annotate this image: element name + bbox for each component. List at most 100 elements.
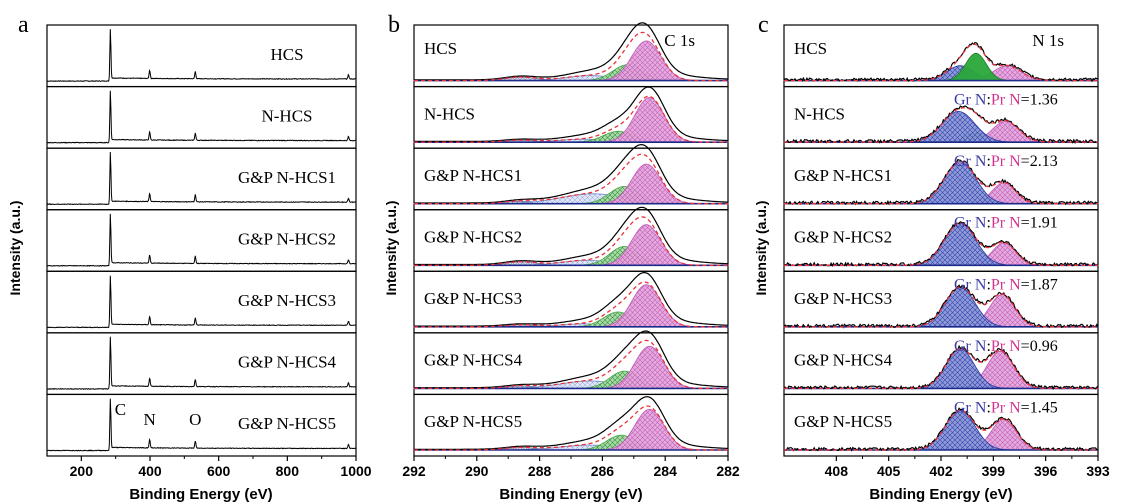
panel-b-subplots: HCS N-HCS G&P N-HCS1 G&P N-HCS2 G&P N-HCS3 G&… bbox=[413, 22, 729, 457]
gr-n-text: Gr N bbox=[954, 153, 987, 170]
fit-sum-line bbox=[784, 222, 1098, 266]
gr-n-text: Gr N bbox=[954, 338, 987, 355]
ratio-value: 1.45 bbox=[1030, 399, 1058, 416]
ratio-value: 1.87 bbox=[1030, 276, 1058, 293]
n-ratio-label: Gr N:Pr N=1.36 bbox=[954, 92, 1058, 109]
peak-element-label: C bbox=[115, 400, 126, 419]
subplot-sample-label: G&P N-HCS1 bbox=[794, 166, 892, 185]
fit-sum-line bbox=[784, 43, 1098, 82]
n-ratio-label: Gr N:Pr N=0.96 bbox=[954, 338, 1058, 355]
panel-c-y-label: Intensity (a.u.) bbox=[753, 201, 769, 296]
measured-spectrum-line bbox=[783, 158, 1099, 206]
fit-sum-line bbox=[414, 216, 728, 266]
x-tick-label: 600 bbox=[207, 463, 231, 479]
fit-sum-line bbox=[414, 153, 728, 205]
subplot-sample-label: G&P N-HCS3 bbox=[424, 289, 522, 308]
pr-n-text: Pr N bbox=[991, 276, 1021, 293]
measured-spectrum-line bbox=[414, 396, 728, 450]
x-tick-label: 402 bbox=[929, 463, 953, 479]
fit-sum-line bbox=[414, 31, 728, 82]
peak-element-label: N bbox=[144, 410, 156, 429]
x-tick-label: 400 bbox=[138, 463, 162, 479]
pr-n-text: Pr N bbox=[991, 153, 1021, 170]
panel-b-y-label: Intensity (a.u.) bbox=[383, 201, 399, 296]
subplot-sample-label: G&P N-HCS5 bbox=[424, 412, 522, 431]
ratio-equals: = bbox=[1021, 276, 1030, 293]
measured-spectrum-line bbox=[783, 221, 1099, 268]
n-ratio-label: Gr N:Pr N=1.87 bbox=[954, 276, 1058, 293]
measured-spectrum-line bbox=[414, 143, 729, 204]
ratio-separator: : bbox=[986, 338, 990, 355]
fit-sum-line bbox=[784, 107, 1098, 143]
subplot-frame bbox=[46, 24, 357, 88]
ratio-separator: : bbox=[986, 92, 990, 109]
fit-sum-line bbox=[414, 95, 728, 143]
panel-a-x-label: Binding Energy (eV) bbox=[129, 486, 272, 503]
measured-spectrum-line bbox=[414, 330, 729, 389]
gr-n-text: Gr N bbox=[954, 276, 987, 293]
panel-b-x-label: Binding Energy (eV) bbox=[499, 486, 642, 503]
measured-spectrum-line bbox=[414, 206, 728, 266]
x-tick-label: 1000 bbox=[340, 463, 371, 479]
x-tick-label: 405 bbox=[877, 463, 901, 479]
gr-n-text: Gr N bbox=[954, 92, 987, 109]
subplot-frame bbox=[46, 393, 357, 457]
n-ratio-label: Gr N:Pr N=1.91 bbox=[954, 215, 1058, 232]
subplot-sample-label: G&P N-HCS5 bbox=[794, 412, 892, 431]
panel-c-letter: c bbox=[758, 12, 769, 38]
fit-sum-line bbox=[784, 160, 1098, 205]
fit-component-peak bbox=[783, 65, 1099, 81]
panel-b-annotation: C 1s bbox=[664, 31, 695, 50]
subplot-sample-label: HCS bbox=[794, 39, 827, 58]
fit-sum-line bbox=[414, 405, 728, 451]
subplot-sample-label: N-HCS bbox=[794, 104, 845, 123]
subplot-sample-label: G&P N-HCS4 bbox=[238, 353, 337, 372]
panel-a-letter: a bbox=[18, 12, 29, 38]
x-tick-label: 292 bbox=[402, 463, 426, 479]
subplot-sample-label: N-HCS bbox=[261, 106, 312, 125]
panel-b-x-ticks: 292 290 288 286 284 282 bbox=[402, 456, 740, 479]
subplot-sample-label: N-HCS bbox=[424, 104, 475, 123]
measured-spectrum-line bbox=[414, 22, 728, 81]
x-tick-label: 284 bbox=[654, 463, 678, 479]
subplot-sample-label: HCS bbox=[270, 45, 303, 64]
fit-sum-line bbox=[784, 347, 1098, 390]
gr-n-text: Gr N bbox=[954, 399, 987, 416]
pr-n-text: Pr N bbox=[991, 92, 1021, 109]
pr-n-text: Pr N bbox=[991, 338, 1021, 355]
n-ratio-label: Gr N:Pr N=1.45 bbox=[954, 399, 1058, 416]
ratio-separator: : bbox=[986, 153, 990, 170]
subplot-sample-label: G&P N-HCS1 bbox=[424, 166, 522, 185]
measured-spectrum-line bbox=[414, 86, 729, 142]
ratio-value: 1.36 bbox=[1030, 92, 1058, 109]
x-tick-label: 800 bbox=[276, 463, 300, 479]
peak-element-label: O bbox=[189, 410, 201, 429]
survey-spectrum-line bbox=[46, 275, 357, 329]
subplot-sample-label: G&P N-HCS1 bbox=[238, 168, 336, 187]
ratio-separator: : bbox=[986, 399, 990, 416]
panel-a-x-ticks: 200 400 600 800 1000 bbox=[70, 456, 372, 479]
subplot-sample-label: G&P N-HCS2 bbox=[424, 228, 522, 247]
x-tick-label: 200 bbox=[70, 463, 94, 479]
fit-sum-line bbox=[414, 339, 728, 390]
survey-spectrum-line bbox=[46, 336, 357, 390]
x-tick-label: 290 bbox=[465, 463, 489, 479]
survey-spectrum-line bbox=[46, 90, 356, 144]
subplot-sample-label: G&P N-HCS2 bbox=[238, 230, 336, 249]
ratio-separator: : bbox=[986, 276, 990, 293]
subplot-sample-label: G&P N-HCS4 bbox=[424, 351, 523, 370]
ratio-value: 1.91 bbox=[1030, 215, 1058, 232]
panel-a: a HCS N-HCS G&P N-HCS1 G&P N-HCS2 G&P N-HCS3… bbox=[7, 12, 372, 503]
n-ratio-label: Gr N:Pr N=2.13 bbox=[954, 153, 1058, 170]
survey-spectrum-line bbox=[47, 151, 356, 206]
fit-sum-line bbox=[784, 286, 1098, 328]
pr-n-text: Pr N bbox=[991, 215, 1021, 232]
x-tick-label: 288 bbox=[528, 463, 552, 479]
ratio-equals: = bbox=[1021, 399, 1030, 416]
ratio-equals: = bbox=[1021, 215, 1030, 232]
pr-n-text: Pr N bbox=[991, 399, 1021, 416]
ratio-equals: = bbox=[1021, 92, 1030, 109]
